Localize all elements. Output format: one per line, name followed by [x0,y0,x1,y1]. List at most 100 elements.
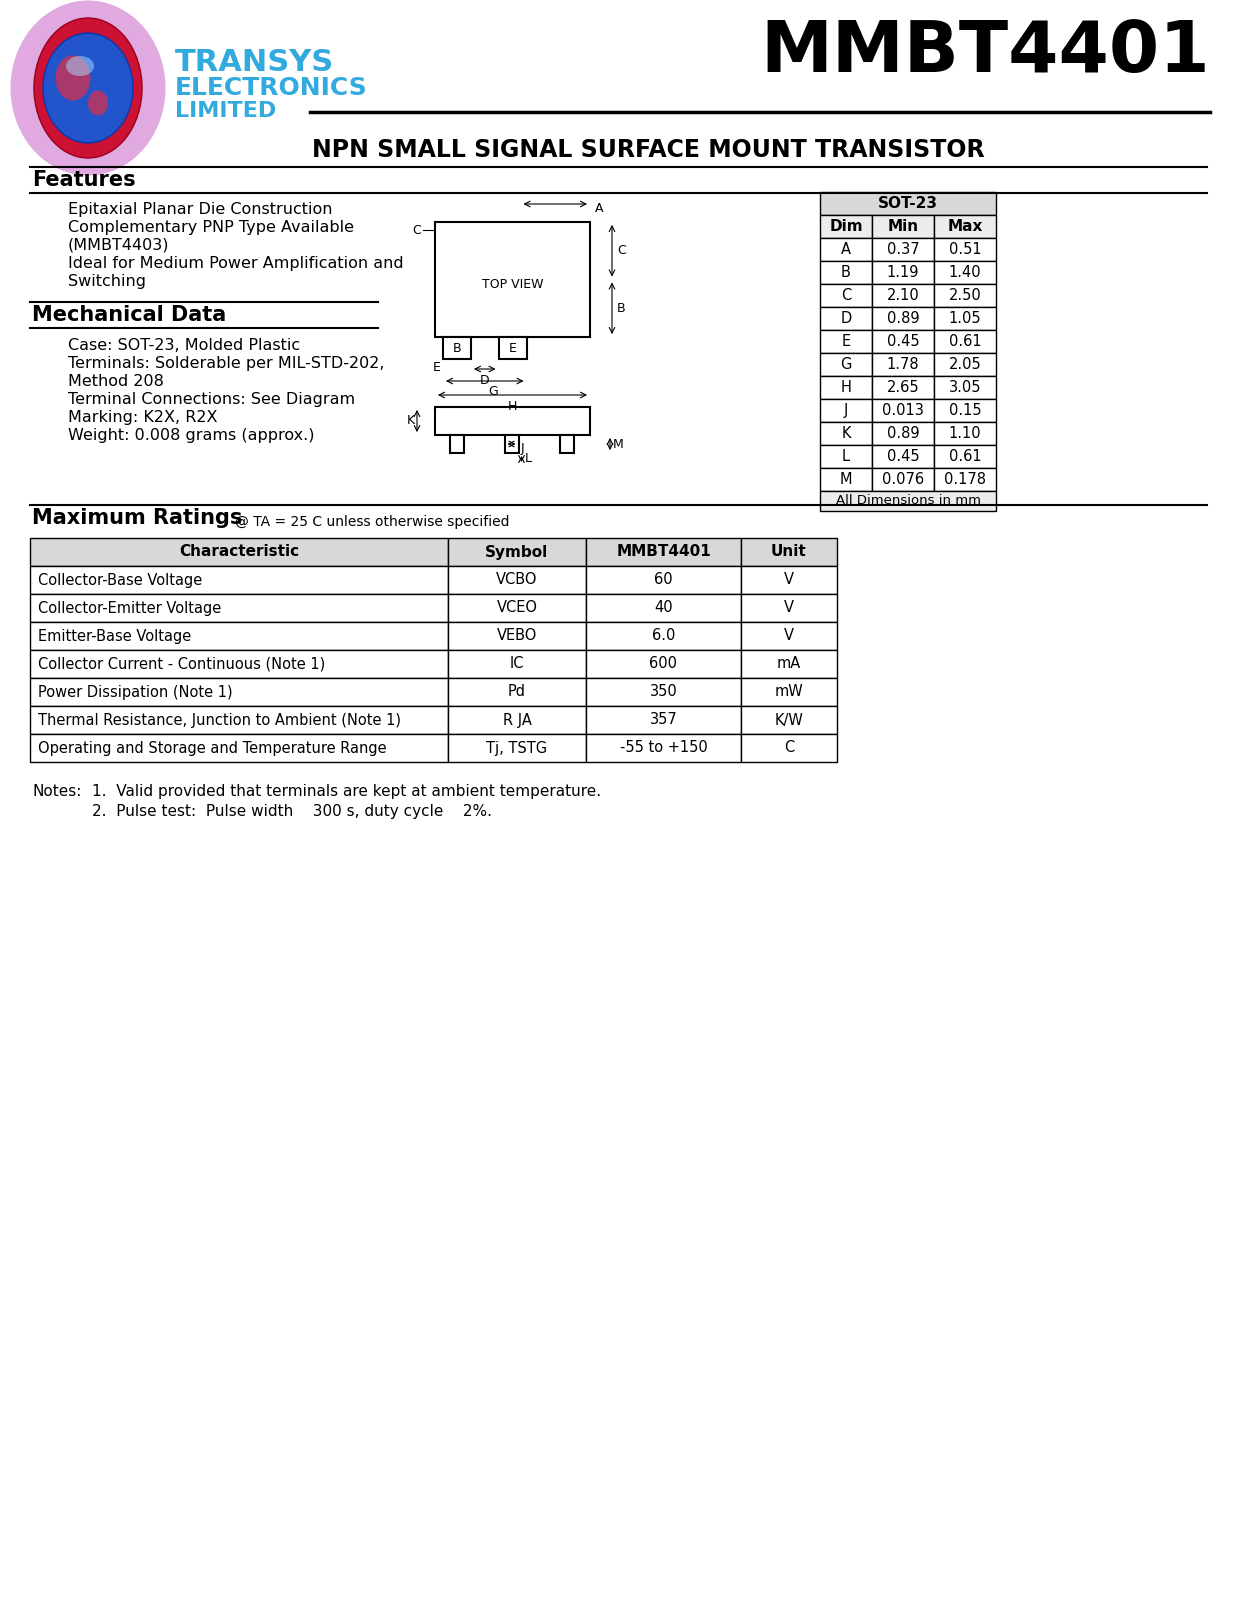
Text: TRANSYS: TRANSYS [174,48,334,77]
Bar [934,238,996,261]
Bar [499,338,527,358]
Bar [586,678,741,706]
Bar [934,398,996,422]
Ellipse shape [56,56,90,101]
Text: J: J [844,403,849,418]
Text: Marking: K2X, R2X: Marking: K2X, R2X [68,410,218,426]
Bar [872,422,934,445]
Text: Case: SOT-23, Molded Plastic: Case: SOT-23, Molded Plastic [68,338,301,354]
Bar [820,285,872,307]
Bar [820,422,872,445]
Text: Maximum Ratings: Maximum Ratings [32,509,242,528]
Bar [30,622,448,650]
Text: Ideal for Medium Power Amplification and: Ideal for Medium Power Amplification and [68,256,403,270]
Bar [30,734,448,762]
Bar [934,214,996,238]
Bar [586,706,741,734]
Bar [872,307,934,330]
Bar [586,566,741,594]
Text: A: A [841,242,851,258]
Text: B: B [453,341,461,355]
Bar [872,354,934,376]
Text: K: K [841,426,851,442]
Text: 350: 350 [649,685,678,699]
Text: 0.51: 0.51 [949,242,981,258]
Text: G: G [487,386,497,398]
Text: Complementary PNP Type Available: Complementary PNP Type Available [68,219,354,235]
Text: K: K [407,414,414,427]
Text: Mechanical Data: Mechanical Data [32,306,226,325]
Bar [741,594,837,622]
Bar [30,594,448,622]
Text: -55 to +150: -55 to +150 [620,741,708,755]
Text: Dim: Dim [829,219,863,234]
Text: Characteristic: Characteristic [179,544,299,560]
Text: Min: Min [887,219,919,234]
Text: R JA: R JA [502,712,532,728]
Bar [586,538,741,566]
Bar [30,566,448,594]
Text: 0.076: 0.076 [882,472,924,486]
Text: 0.61: 0.61 [949,334,981,349]
Text: 2.05: 2.05 [949,357,981,371]
Text: B: B [841,266,851,280]
Text: Operating and Storage and Temperature Range: Operating and Storage and Temperature Ra… [38,741,387,755]
Bar [741,678,837,706]
Bar [934,307,996,330]
Text: Collector-Base Voltage: Collector-Base Voltage [38,573,203,587]
Bar [934,376,996,398]
Text: 0.178: 0.178 [944,472,986,486]
Bar [820,261,872,285]
Text: Thermal Resistance, Junction to Ambient (Note 1): Thermal Resistance, Junction to Ambient … [38,712,401,728]
Text: 3.05: 3.05 [949,379,981,395]
Text: H: H [508,400,517,413]
Text: mW: mW [774,685,803,699]
Bar [741,706,837,734]
Text: E: E [841,334,851,349]
Bar [448,706,586,734]
Text: 2.10: 2.10 [887,288,919,302]
Bar [820,330,872,354]
Text: NPN SMALL SIGNAL SURFACE MOUNT TRANSISTOR: NPN SMALL SIGNAL SURFACE MOUNT TRANSISTO… [312,138,985,162]
Bar [30,538,448,566]
Bar [934,467,996,491]
Bar [741,650,837,678]
Text: Pd: Pd [508,685,526,699]
Text: E: E [433,362,442,374]
Bar [872,398,934,422]
Text: Collector Current - Continuous (Note 1): Collector Current - Continuous (Note 1) [38,656,325,672]
Bar [934,330,996,354]
Text: 1.10: 1.10 [949,426,981,442]
Bar [586,622,741,650]
Bar [934,422,996,445]
Bar [448,678,586,706]
Text: D: D [840,310,851,326]
Bar [934,354,996,376]
Text: Terminals: Solderable per MIL-STD-202,: Terminals: Solderable per MIL-STD-202, [68,357,385,371]
Text: 1.40: 1.40 [949,266,981,280]
Bar [872,285,934,307]
Text: 600: 600 [649,656,678,672]
Text: IC: IC [510,656,524,672]
Bar [435,406,590,435]
Text: MMBT4401: MMBT4401 [616,544,711,560]
Text: L: L [842,450,850,464]
Text: 0.89: 0.89 [887,310,919,326]
Bar [872,445,934,467]
Text: (MMBT4403): (MMBT4403) [68,238,169,253]
Ellipse shape [66,56,94,75]
Text: L: L [524,453,532,466]
Text: H: H [841,379,851,395]
Ellipse shape [10,0,166,176]
Text: C: C [412,224,421,237]
Bar [872,261,934,285]
Text: Emitter-Base Voltage: Emitter-Base Voltage [38,629,192,643]
Bar [820,376,872,398]
Bar [820,192,996,214]
Text: 1.  Valid provided that terminals are kept at ambient temperature.: 1. Valid provided that terminals are kep… [92,784,601,798]
Text: Notes:: Notes: [32,784,82,798]
Text: Switching: Switching [68,274,146,290]
Bar [820,307,872,330]
Bar [872,214,934,238]
Bar [435,222,590,338]
